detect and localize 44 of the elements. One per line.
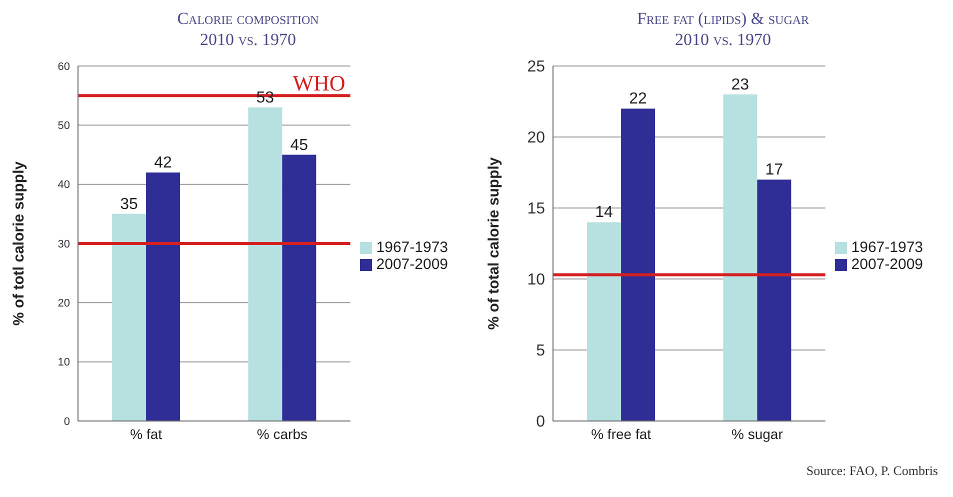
x-tick-label: % carbs: [256, 426, 308, 442]
x-tick-label: % sugar: [732, 426, 784, 442]
legend-label: 2007-2009: [851, 256, 923, 273]
bar: [248, 107, 282, 421]
legend-label: 1967-1973: [851, 239, 923, 256]
bar: [282, 154, 316, 421]
x-tick-label: % free fat: [591, 426, 652, 442]
y-tick-label: 50: [58, 120, 70, 132]
chart-subtitle: 2010 vs. 1970: [674, 29, 772, 50]
chart-title: Calorie composition: [176, 8, 320, 29]
data-label: 23: [731, 76, 750, 94]
data-label: 14: [595, 204, 614, 222]
y-tick-label: 20: [58, 298, 70, 310]
chart-title: Free fat (lipids) & sugar: [636, 8, 810, 29]
source-note: Source: FAO, P. Combris: [806, 463, 938, 479]
y-tick-label: 5: [536, 342, 546, 360]
legend-label: 2007-2009: [376, 256, 448, 273]
y-axis-title: % of total calorie supply: [485, 156, 502, 330]
y-tick-label: 60: [58, 60, 70, 73]
y-tick-label: 25: [527, 58, 546, 76]
bar: [587, 222, 622, 421]
data-label: 45: [290, 136, 308, 154]
bar: [146, 172, 180, 421]
y-tick-label: 40: [58, 179, 70, 192]
x-tick-label: % fat: [130, 426, 162, 442]
data-label: 22: [629, 90, 648, 108]
y-tick-label: 30: [58, 238, 70, 250]
data-label: 42: [154, 154, 172, 172]
bar: [621, 108, 656, 421]
bar: [112, 214, 146, 421]
data-label: 17: [765, 162, 784, 179]
y-axis-title: % of totl calorie supply: [10, 160, 28, 326]
data-label: 35: [120, 196, 138, 213]
y-tick-label: 0: [64, 416, 70, 428]
legend-label: 1967-1973: [376, 239, 448, 256]
y-tick-label: 20: [527, 130, 546, 147]
bar: [757, 180, 792, 421]
y-tick-label: 0: [536, 414, 546, 431]
y-tick-label: 10: [58, 356, 70, 369]
bar: [723, 94, 758, 421]
ref-line-label: WHO: [292, 70, 346, 96]
chart-subtitle: 2010 vs. 1970: [198, 29, 298, 50]
y-tick-label: 15: [527, 200, 546, 218]
y-tick-label: 10: [527, 272, 546, 289]
